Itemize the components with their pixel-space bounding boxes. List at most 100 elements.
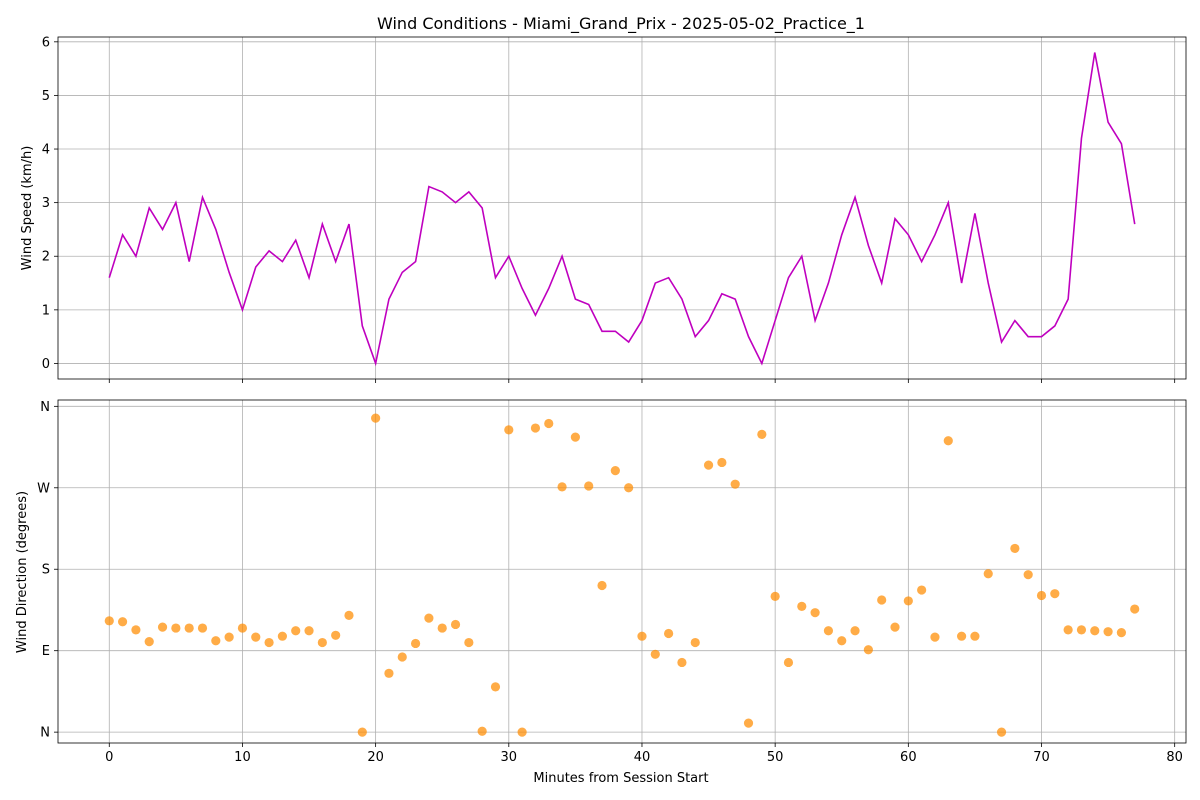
wind-direction-point [850, 626, 860, 636]
x-tick-label: 60 [900, 750, 917, 765]
wind-direction-point [1090, 626, 1100, 636]
wind-direction-point [331, 630, 341, 640]
wind-direction-point [424, 613, 434, 623]
wind-speed-y-tick-label: 5 [42, 89, 50, 104]
x-tick-label: 10 [234, 750, 251, 765]
wind-direction-point [664, 628, 674, 639]
wind-direction-point [557, 482, 567, 492]
wind-direction-y-axis-label: Wind Direction (degrees) [15, 491, 30, 653]
wind-direction-point [783, 657, 794, 668]
wind-direction-point [117, 617, 128, 627]
wind-direction-y-tick-label: N [40, 400, 50, 415]
wind-direction-point [797, 601, 807, 611]
wind-direction-point [637, 631, 647, 641]
x-tick-label: 70 [1033, 750, 1050, 765]
wind-direction-point [1023, 570, 1033, 580]
wind-direction-point [197, 623, 208, 633]
wind-direction-point [157, 622, 168, 632]
wind-direction-point [624, 483, 634, 493]
wind-direction-grid [58, 400, 1186, 743]
chart-title: Wind Conditions - Miami_Grand_Prix - 202… [377, 14, 865, 34]
x-tick-label: 20 [367, 750, 384, 765]
wind-direction-point [757, 429, 767, 439]
wind-direction-point [104, 616, 114, 626]
wind-direction-point [1076, 625, 1087, 635]
wind-direction-point [251, 632, 261, 642]
x-axis-label: Minutes from Session Start [533, 771, 708, 786]
wind-direction-point [703, 460, 714, 470]
wind-direction-point [863, 645, 873, 655]
wind-direction-point [877, 595, 887, 605]
wind-direction-point [1010, 543, 1020, 554]
wind-direction-panel: 0 10 20 30 40 50 60 70 80 N E S W N Wind Direction (d… [15, 399, 1187, 786]
wind-direction-point [317, 637, 327, 648]
wind-direction-y-tick-label: E [42, 644, 50, 659]
wind-speed-y-tick-label: 6 [42, 35, 50, 50]
wind-direction-point [1063, 625, 1073, 635]
x-tick-label: 0 [105, 750, 113, 765]
wind-direction-y-tick-label: W [37, 481, 50, 496]
wind-speed-axes-frame [57, 36, 1187, 380]
wind-direction-point [211, 636, 221, 646]
wind-direction-point [1050, 589, 1060, 599]
wind-direction-point [690, 637, 700, 648]
wind-direction-point [930, 632, 940, 642]
wind-direction-point [597, 580, 607, 591]
wind-speed-panel: 0 1 2 3 4 5 6 Wind Speed (km/h) [20, 35, 1187, 383]
wind-direction-point [384, 668, 394, 678]
x-tick-label: 50 [767, 750, 784, 765]
x-tick-label: 80 [1166, 750, 1183, 765]
wind-speed-y-tick-label: 4 [42, 143, 50, 158]
wind-direction-point [544, 418, 554, 429]
wind-speed-y-tick-label: 3 [42, 196, 50, 211]
wind-direction-point [410, 638, 421, 649]
wind-direction-point [530, 423, 541, 433]
wind-direction-point [397, 652, 407, 662]
wind-speed-grid [58, 37, 1186, 379]
wind-direction-point [903, 596, 913, 606]
wind-direction-point [610, 465, 620, 476]
wind-direction-point [717, 457, 727, 468]
wind-direction-point [983, 569, 993, 579]
wind-direction-point [943, 436, 953, 446]
wind-speed-y-tick-label: 0 [42, 357, 50, 372]
wind-direction-point [144, 637, 154, 647]
wind-direction-point [970, 631, 980, 641]
wind-direction-point [464, 637, 474, 648]
wind-direction-y-tick-label: N [40, 726, 50, 741]
wind-direction-point [291, 626, 301, 636]
wind-direction-point [917, 585, 927, 595]
wind-direction-point [584, 481, 594, 491]
wind-direction-point [171, 623, 181, 633]
wind-direction-point [956, 631, 967, 641]
wind-direction-point [344, 610, 354, 620]
wind-direction-points [104, 413, 1140, 737]
wind-direction-axes-frame [57, 399, 1187, 744]
wind-direction-point [490, 682, 501, 692]
wind-direction-point [357, 727, 367, 737]
wind-direction-point [890, 622, 900, 632]
wind-direction-point [823, 626, 834, 636]
wind-direction-point [517, 727, 527, 737]
wind-direction-point [1130, 604, 1140, 614]
wind-direction-point [437, 623, 447, 633]
wind-direction-point [371, 413, 381, 423]
wind-direction-y-tick-label: S [42, 563, 50, 578]
wind-direction-point [184, 623, 194, 633]
wind-speed-ticks: 0 1 2 3 4 5 6 [42, 35, 1176, 383]
wind-direction-point [304, 626, 314, 636]
wind-direction-point [450, 619, 461, 630]
wind-speed-series-line [108, 52, 1136, 367]
wind-direction-point [1116, 627, 1127, 638]
wind-direction-point [570, 432, 580, 442]
wind-direction-point [743, 718, 754, 728]
wind-direction-point [224, 632, 234, 642]
wind-direction-point [810, 608, 820, 618]
wind-direction-point [837, 636, 847, 646]
wind-direction-point [264, 637, 274, 648]
wind-direction-point [1103, 627, 1113, 637]
x-tick-label: 40 [634, 750, 651, 765]
wind-direction-point [504, 425, 514, 435]
wind-direction-point [131, 625, 141, 635]
